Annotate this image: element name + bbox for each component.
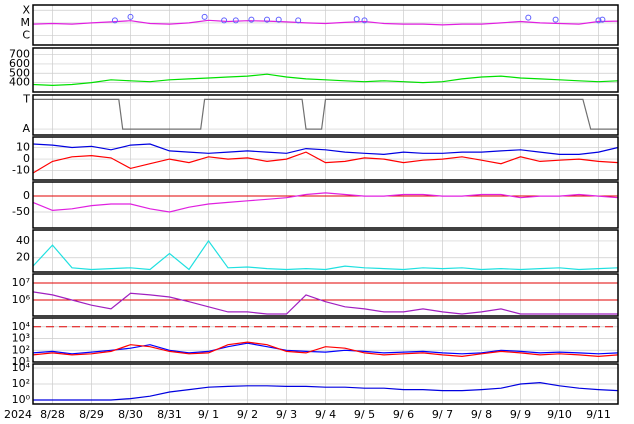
panel-frame <box>32 136 619 181</box>
y-tick-label: 10² <box>12 377 30 390</box>
y-tick-label: 400 <box>9 76 30 89</box>
y-tick-label: -10 <box>12 164 30 177</box>
event-marker <box>264 16 270 23</box>
x-tick-label: 9/ 9 <box>510 408 531 421</box>
panel-frame <box>32 181 619 229</box>
y-tick-label: 10 <box>16 140 30 153</box>
x-tick-label: 9/ 7 <box>432 408 453 421</box>
event-marker <box>525 14 532 21</box>
panel-frame <box>32 47 619 93</box>
event-marker <box>111 17 118 24</box>
panel-frame <box>32 273 619 317</box>
y-tick-label: 10⁶ <box>12 293 31 306</box>
x-tick-label: 9/10 <box>547 408 572 421</box>
x-tick-label: 9/ 4 <box>315 408 336 421</box>
event-marker <box>295 17 302 24</box>
event-marker <box>353 16 360 23</box>
y-tick-label: A <box>22 122 30 135</box>
panel-frame <box>32 94 619 136</box>
panel-frame <box>32 317 619 363</box>
y-tick-label: 0 <box>23 152 30 165</box>
x-tick-label: 8/29 <box>79 408 104 421</box>
panel-frame <box>32 4 619 46</box>
series-line <box>32 342 619 355</box>
panel-frame <box>32 229 619 273</box>
event-marker <box>552 16 559 23</box>
y-tick-label: -50 <box>12 205 30 218</box>
series-line <box>33 381 619 401</box>
x-tick-label: 9/ 2 <box>237 408 258 421</box>
y-tick-label: 10² <box>12 343 30 356</box>
y-tick-label: 500 <box>9 66 30 79</box>
x-tick-label: 9/ 3 <box>276 408 297 421</box>
event-marker <box>232 17 239 24</box>
event-marker <box>275 16 282 23</box>
event-marker <box>127 13 134 20</box>
y-tick-label: 20 <box>16 251 30 264</box>
x-tick-label: 8/30 <box>118 408 143 421</box>
series-line <box>32 151 619 174</box>
series-line <box>32 19 619 26</box>
panel-frame <box>32 363 619 405</box>
y-tick-label: 700 <box>9 48 30 61</box>
y-tick-label: 10³ <box>12 332 30 345</box>
year-label: 2024 <box>4 408 32 421</box>
series-line <box>32 143 619 156</box>
event-marker <box>595 17 602 24</box>
y-tick-label: 10⁴ <box>12 320 31 333</box>
x-tick-label: 9/11 <box>586 408 611 421</box>
event-marker <box>248 16 255 23</box>
y-tick-label: 600 <box>9 57 30 70</box>
event-marker <box>201 13 208 20</box>
series-line <box>32 73 619 87</box>
x-tick-label: 9/ 6 <box>393 408 414 421</box>
event-marker <box>599 16 606 23</box>
series-line <box>32 291 618 315</box>
y-tick-label: 10⁴ <box>12 361 31 374</box>
y-tick-label: 10¹ <box>12 355 30 368</box>
series-line <box>33 98 618 130</box>
series-line <box>32 192 619 213</box>
event-marker <box>361 17 368 24</box>
y-tick-label: 10⁰ <box>12 393 31 406</box>
x-tick-label: 9/ 8 <box>471 408 492 421</box>
y-tick-label: C <box>22 29 30 42</box>
x-tick-label: 8/31 <box>157 408 182 421</box>
y-tick-label: X <box>22 3 30 16</box>
event-marker <box>221 17 228 24</box>
x-tick-label: 8/28 <box>40 408 65 421</box>
x-tick-label: 9/ 5 <box>354 408 375 421</box>
x-tick-label: 9/ 1 <box>198 408 219 421</box>
series-line <box>32 239 619 271</box>
y-tick-label: 40 <box>16 234 30 247</box>
y-tick-label: T <box>22 92 30 105</box>
y-tick-label: 0 <box>23 189 30 202</box>
series-line <box>32 341 619 358</box>
y-tick-label: 10⁷ <box>12 276 30 289</box>
y-tick-label: M <box>21 16 31 29</box>
